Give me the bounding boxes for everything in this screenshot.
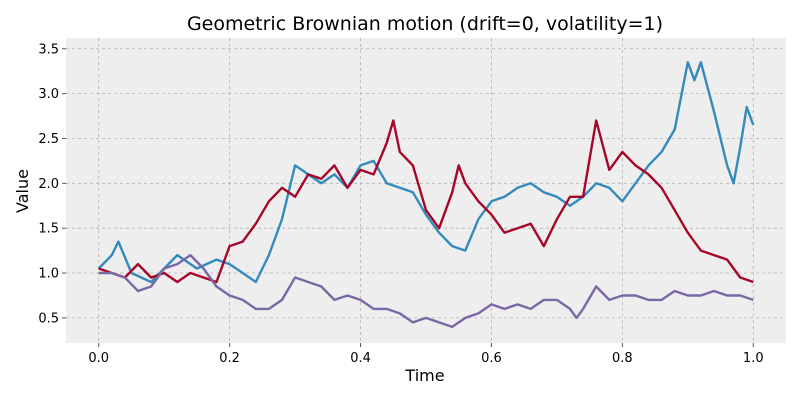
series-layer <box>97 61 755 329</box>
y-axis-ticks: 0.5 1.0 1.5 2.0 2.5 3.0 3.5 <box>38 42 66 326</box>
x-axis-ticks: 0.0 0.2 0.4 0.6 0.8 1.0 <box>88 343 764 366</box>
plot-area <box>66 38 786 343</box>
y-tick-label: 1.0 <box>38 267 59 282</box>
series-line-1 <box>97 61 755 284</box>
y-tick-label: 3.0 <box>38 87 59 102</box>
chart-title: Geometric Brownian motion (drift=0, vola… <box>187 13 663 35</box>
x-tick-label: 1.0 <box>743 351 764 366</box>
y-tick-label: 3.5 <box>38 42 59 57</box>
y-tick-label: 2.0 <box>38 177 59 192</box>
y-tick-label: 0.5 <box>38 311 59 326</box>
x-tick-label: 0.8 <box>612 351 633 366</box>
x-tick-label: 0.0 <box>88 351 109 366</box>
y-tick-label: 1.5 <box>38 222 59 237</box>
x-axis-label: Time <box>404 366 444 385</box>
y-axis-label: Value <box>13 169 32 213</box>
series-line-3 <box>98 253 754 329</box>
x-tick-label: 0.2 <box>219 351 240 366</box>
x-tick-label: 0.4 <box>350 351 371 366</box>
y-tick-label: 2.5 <box>38 132 59 147</box>
grid-lines <box>66 38 786 343</box>
x-tick-label: 0.6 <box>481 351 502 366</box>
